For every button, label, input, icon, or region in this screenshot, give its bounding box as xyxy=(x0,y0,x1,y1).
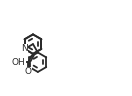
Text: O: O xyxy=(25,67,32,76)
Text: OH: OH xyxy=(11,58,25,67)
Text: N: N xyxy=(21,44,28,53)
